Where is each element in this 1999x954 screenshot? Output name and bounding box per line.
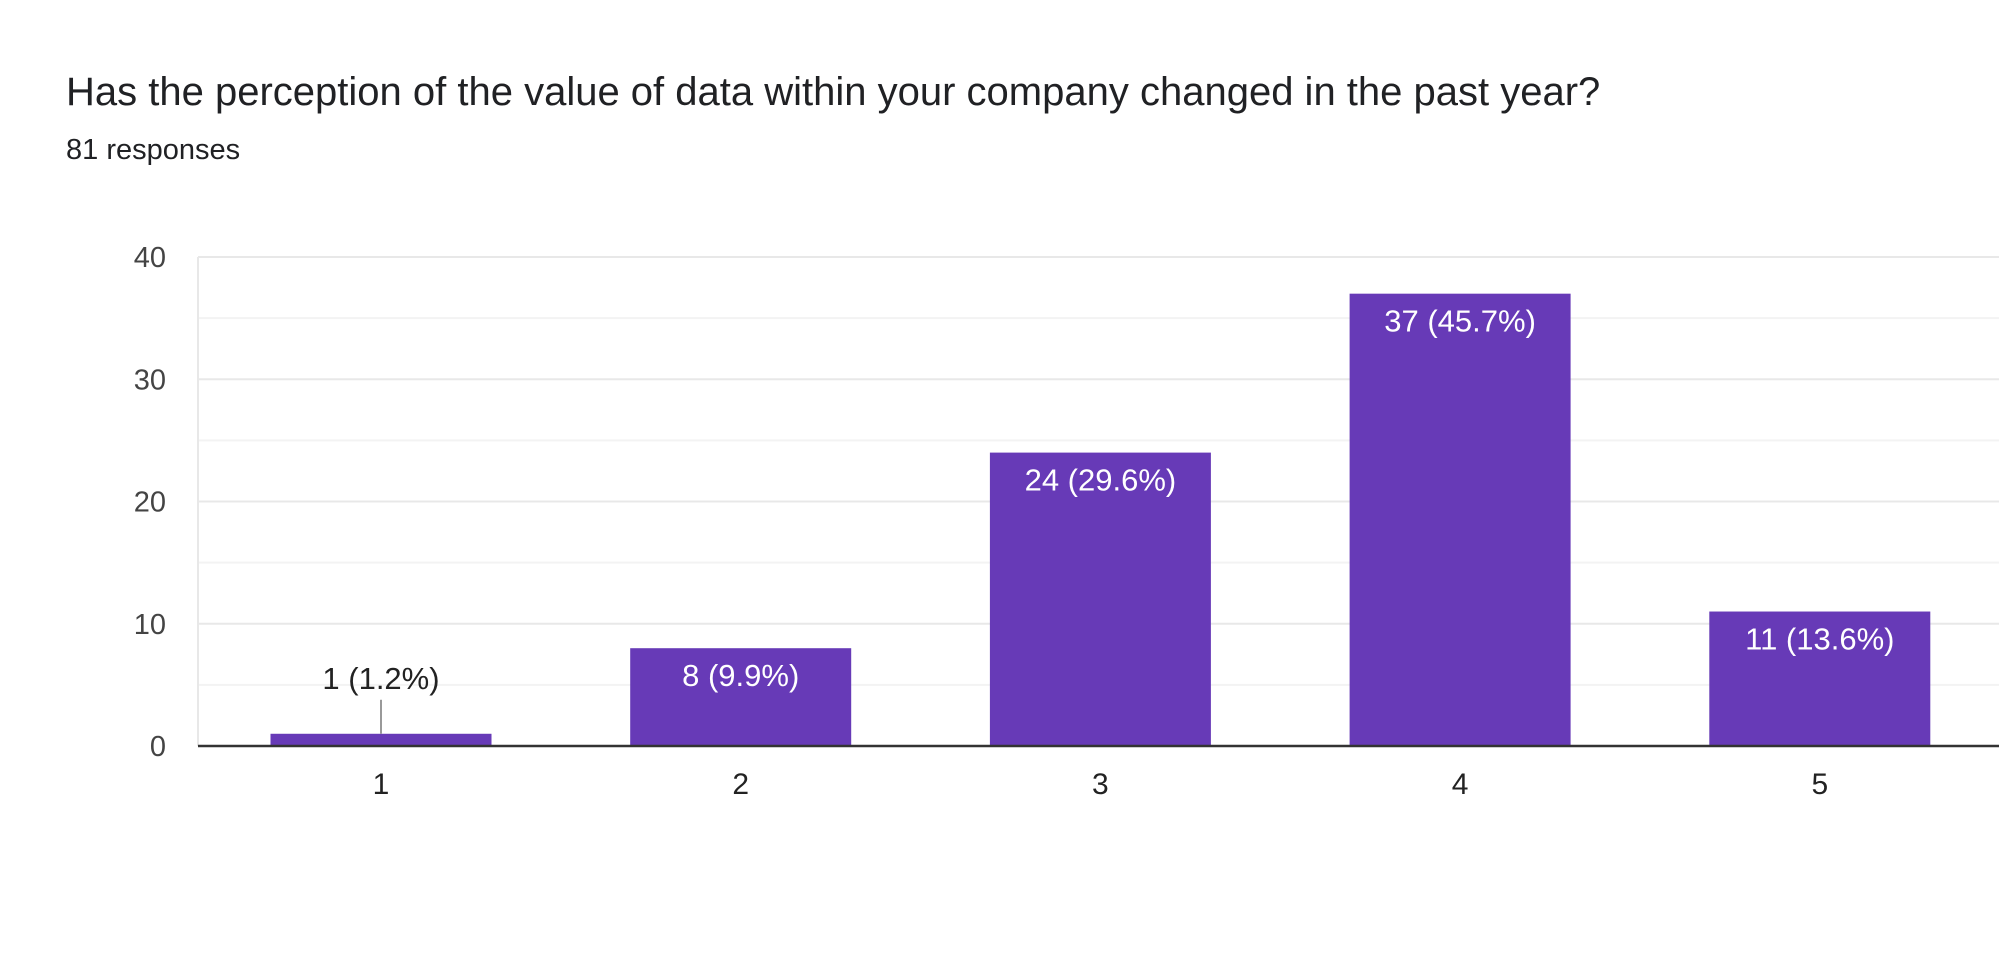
bar-data-label: 37 (45.7%) xyxy=(1384,304,1536,339)
bar xyxy=(1709,611,1931,746)
x-category-label: 1 xyxy=(373,768,390,801)
bar xyxy=(270,733,492,746)
x-category-label: 3 xyxy=(1092,768,1109,801)
y-tick-label: 10 xyxy=(134,609,166,641)
bar-data-label: 1 (1.2%) xyxy=(322,661,439,696)
bar-data-label: 24 (29.6%) xyxy=(1025,463,1177,498)
bar-data-label: 11 (13.6%) xyxy=(1745,622,1894,657)
chart-title: Has the perception of the value of data … xyxy=(66,70,1601,114)
bar xyxy=(989,452,1211,746)
bar-data-label: 8 (9.9%) xyxy=(682,658,799,693)
x-category-label: 5 xyxy=(1811,768,1828,801)
y-tick-label: 40 xyxy=(134,242,166,274)
x-category-label: 2 xyxy=(732,768,749,801)
y-tick-label: 0 xyxy=(150,731,166,763)
bar xyxy=(630,648,852,746)
y-tick-label: 20 xyxy=(134,487,166,519)
response-count: 81 responses xyxy=(66,134,241,166)
x-category-label: 4 xyxy=(1452,768,1469,801)
y-tick-label: 30 xyxy=(134,364,166,396)
bar xyxy=(1349,293,1571,746)
